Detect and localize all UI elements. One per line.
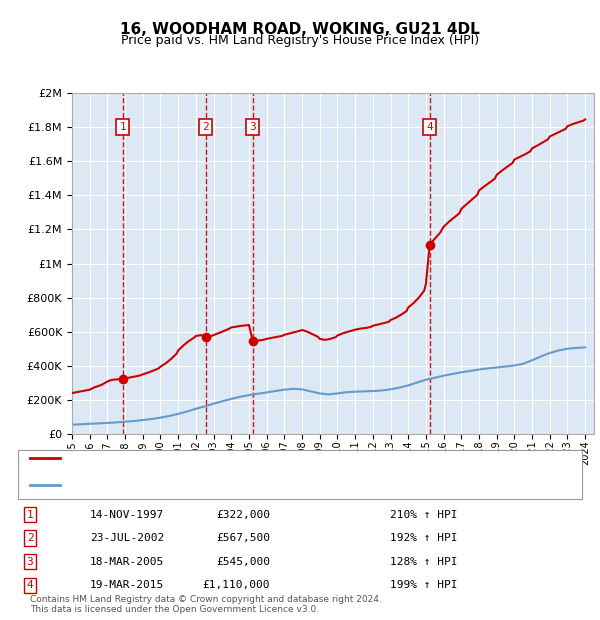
Text: 16, WOODHAM ROAD, WOKING, GU21 4DL (semi-detached house): 16, WOODHAM ROAD, WOKING, GU21 4DL (semi… [66,453,412,463]
Text: £1,110,000: £1,110,000 [203,580,270,590]
Text: 4: 4 [26,580,34,590]
Text: 199% ↑ HPI: 199% ↑ HPI [390,580,458,590]
Text: 18-MAR-2005: 18-MAR-2005 [90,557,164,567]
Text: £545,000: £545,000 [216,557,270,567]
Text: £322,000: £322,000 [216,510,270,520]
Text: This data is licensed under the Open Government Licence v3.0.: This data is licensed under the Open Gov… [30,604,319,614]
Text: 4: 4 [426,122,433,132]
Text: Contains HM Land Registry data © Crown copyright and database right 2024.: Contains HM Land Registry data © Crown c… [30,595,382,604]
Text: 2: 2 [202,122,209,132]
Text: 3: 3 [249,122,256,132]
Text: 16, WOODHAM ROAD, WOKING, GU21 4DL: 16, WOODHAM ROAD, WOKING, GU21 4DL [120,22,480,37]
Text: 1: 1 [119,122,126,132]
Text: HPI: Average price, semi-detached house, Woking: HPI: Average price, semi-detached house,… [66,480,326,490]
Text: £567,500: £567,500 [216,533,270,543]
Text: 14-NOV-1997: 14-NOV-1997 [90,510,164,520]
Text: 19-MAR-2015: 19-MAR-2015 [90,580,164,590]
Text: 210% ↑ HPI: 210% ↑ HPI [390,510,458,520]
Text: Price paid vs. HM Land Registry's House Price Index (HPI): Price paid vs. HM Land Registry's House … [121,34,479,47]
Text: 1: 1 [26,510,34,520]
Text: 128% ↑ HPI: 128% ↑ HPI [390,557,458,567]
Text: 3: 3 [26,557,34,567]
Text: 192% ↑ HPI: 192% ↑ HPI [390,533,458,543]
Text: 23-JUL-2002: 23-JUL-2002 [90,533,164,543]
Text: 2: 2 [26,533,34,543]
